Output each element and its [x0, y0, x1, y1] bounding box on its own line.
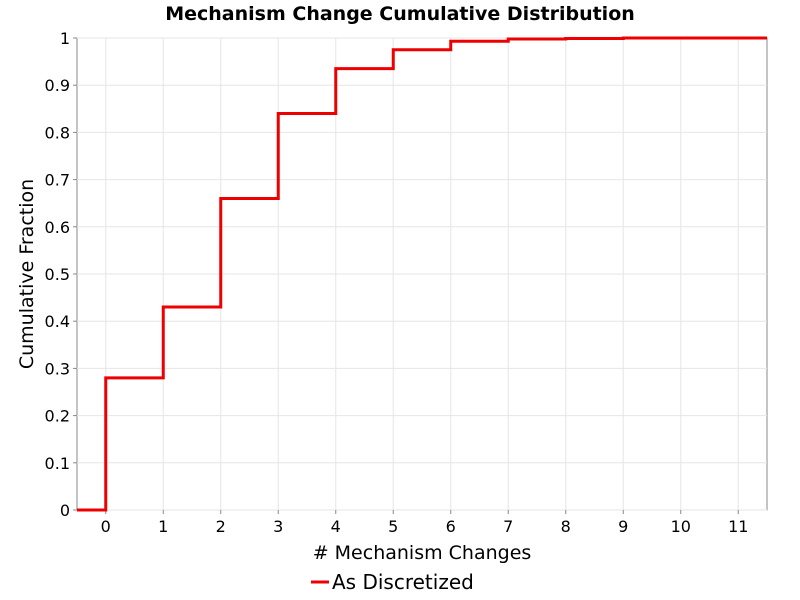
legend: As Discretized: [311, 570, 474, 594]
chart-title: Mechanism Change Cumulative Distribution: [165, 3, 635, 25]
y-tick-label: 0.7: [45, 171, 70, 190]
x-tick-label: 5: [388, 517, 398, 536]
x-axis-ticks: 0 1 2 3 4 5 6 7 8 9 10 11: [101, 510, 748, 536]
y-tick-label: 0.3: [45, 359, 70, 378]
y-tick-label: 0.5: [45, 265, 70, 284]
y-axis-ticks: 0 0.1 0.2 0.3 0.4 0.5 0.6 0.7 0.8 0.9 1: [45, 29, 77, 520]
grid-lines: [77, 37, 767, 511]
x-tick-label: 7: [503, 517, 513, 536]
y-tick-label: 1: [60, 29, 70, 48]
x-tick-label: 9: [618, 517, 628, 536]
y-axis-label: Cumulative Fraction: [16, 179, 38, 369]
x-tick-label: 3: [273, 517, 283, 536]
legend-label: As Discretized: [332, 570, 474, 594]
series-line-0: [77, 36, 767, 512]
y-tick-label: 0.1: [45, 454, 70, 473]
y-tick-label: 0.8: [45, 123, 70, 142]
x-tick-label: 6: [446, 517, 456, 536]
y-tick-label: 0.9: [45, 76, 70, 95]
x-tick-label: 2: [216, 517, 226, 536]
series-layer: [77, 36, 767, 512]
y-tick-label: 0.6: [45, 218, 70, 237]
y-tick-label: 0.4: [45, 312, 70, 331]
x-tick-label: 4: [331, 517, 341, 536]
x-tick-label: 1: [158, 517, 168, 536]
x-tick-label: 8: [561, 517, 571, 536]
x-tick-label: 11: [728, 517, 748, 536]
x-tick-label: 10: [671, 517, 691, 536]
x-axis-label: # Mechanism Changes: [313, 542, 532, 564]
y-tick-label: 0: [60, 501, 70, 520]
x-tick-label: 0: [101, 517, 111, 536]
y-tick-label: 0.2: [45, 407, 70, 426]
